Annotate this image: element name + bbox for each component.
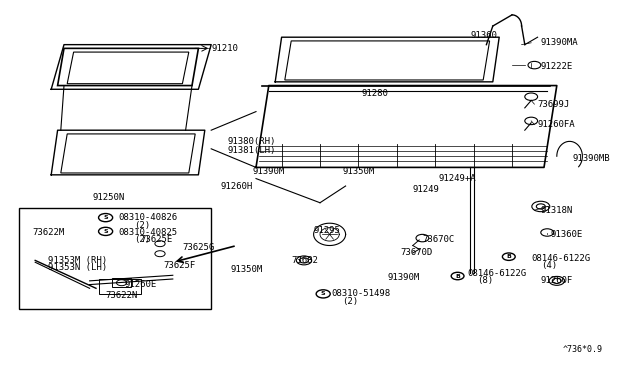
Bar [112,278,131,287]
Polygon shape [61,134,195,173]
Polygon shape [285,41,490,80]
Text: 91260FA: 91260FA [538,120,575,129]
Text: 73625F: 73625F [163,262,195,270]
Text: 73670D: 73670D [400,248,432,257]
Text: 91390M: 91390M [387,273,419,282]
Text: (8): (8) [477,276,493,285]
Text: 08310-51498: 08310-51498 [332,289,390,298]
Text: 73622N: 73622N [106,291,138,300]
Text: 91350M: 91350M [342,167,374,176]
Text: 73625G: 73625G [182,243,214,252]
Text: S: S [103,215,108,220]
Text: 73699J: 73699J [538,100,570,109]
Text: 91249: 91249 [413,185,440,194]
Text: 91390M: 91390M [253,167,285,176]
Text: 73622M: 73622M [32,228,64,237]
Text: 91353M (RH): 91353M (RH) [48,256,107,265]
Text: 91390MA: 91390MA [541,38,579,47]
Text: 91260E: 91260E [125,280,157,289]
Text: (2): (2) [134,235,150,244]
Text: 91350M: 91350M [230,265,262,274]
Text: 91260F: 91260F [541,276,573,285]
Text: 91260H: 91260H [221,182,253,190]
Text: ^736*0.9: ^736*0.9 [563,345,604,354]
Text: S: S [103,229,108,234]
Text: 08146-6122G: 08146-6122G [531,254,590,263]
Text: 91353N (LH): 91353N (LH) [48,263,107,272]
Text: (2): (2) [342,297,358,306]
Text: 91222E: 91222E [541,62,573,71]
Text: 73682: 73682 [291,256,318,265]
Text: 91381(LH): 91381(LH) [227,146,276,155]
Text: (4): (4) [541,262,557,270]
Text: 91318N: 91318N [541,206,573,215]
Text: S: S [321,291,326,296]
Bar [19,208,211,309]
Text: 91280: 91280 [362,89,388,97]
Text: 08310-40826: 08310-40826 [118,213,177,222]
Text: (2): (2) [134,221,150,230]
Text: B: B [455,273,460,279]
Text: 91210: 91210 [211,44,238,53]
Text: 91390MB: 91390MB [573,154,611,163]
Text: 91295: 91295 [314,226,340,235]
Text: 73625E: 73625E [141,235,173,244]
Text: 08310-40825: 08310-40825 [118,228,177,237]
Text: 08146-6122G: 08146-6122G [467,269,526,278]
Text: B: B [506,254,511,259]
Bar [99,279,141,294]
Text: 73670C: 73670C [422,235,454,244]
Text: 91360E: 91360E [550,230,582,239]
Polygon shape [67,52,189,84]
Text: 91380(RH): 91380(RH) [227,137,276,146]
Text: 91250N: 91250N [93,193,125,202]
Text: 91249+A: 91249+A [438,174,476,183]
Text: 91360: 91360 [470,31,497,40]
